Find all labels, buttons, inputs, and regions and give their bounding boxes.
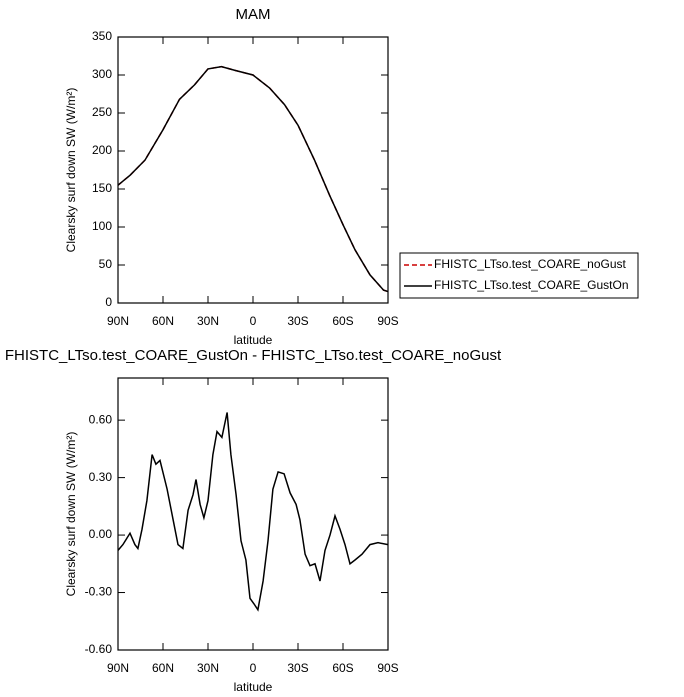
y-tick-label: 150 [92, 181, 112, 195]
x-tick-label: 60N [152, 314, 174, 328]
x-tick-label: 60S [332, 661, 353, 675]
y-tick-label: -0.30 [85, 585, 113, 599]
x-tick-label: 90S [377, 314, 398, 328]
series-line [117, 65, 389, 293]
y-tick-label: 0 [105, 295, 112, 309]
x-axis-label: latitude [234, 333, 273, 347]
x-tick-label: 90N [107, 314, 129, 328]
y-tick-label: 50 [99, 257, 113, 271]
x-tick-label: 30S [287, 661, 308, 675]
y-tick-label: -0.60 [85, 642, 113, 656]
y-axis-label: Clearsky surf down SW (W/m²) [64, 432, 78, 597]
y-axis-label: Clearsky surf down SW (W/m²) [64, 88, 78, 253]
chart-title: MAM [236, 6, 271, 23]
x-tick-label: 0 [250, 314, 257, 328]
x-tick-label: 90S [377, 661, 398, 675]
x-tick-label: 30N [197, 314, 219, 328]
series-line [117, 412, 389, 612]
x-tick-label: 30S [287, 314, 308, 328]
y-tick-label: 350 [92, 29, 112, 43]
y-tick-label: 0.60 [89, 412, 113, 426]
y-tick-label: 200 [92, 143, 112, 157]
x-tick-label: 60S [332, 314, 353, 328]
legend-label: FHISTC_LTso.test_COARE_noGust [434, 257, 627, 271]
legend-label: FHISTC_LTso.test_COARE_GustOn [434, 278, 629, 292]
x-tick-label: 0 [250, 661, 257, 675]
x-axis-label: latitude [234, 680, 273, 694]
plot-frame [117, 377, 389, 651]
y-tick-label: 0.00 [89, 527, 113, 541]
y-tick-label: 300 [92, 67, 112, 81]
series-line [117, 65, 389, 293]
legend-box [399, 252, 639, 299]
chart-title: FHISTC_LTso.test_COARE_GustOn - FHISTC_L… [5, 347, 502, 364]
plot-frame [117, 36, 389, 304]
x-tick-label: 60N [152, 661, 174, 675]
y-tick-label: 0.30 [89, 470, 113, 484]
x-tick-label: 90N [107, 661, 129, 675]
y-tick-label: 250 [92, 105, 112, 119]
y-tick-label: 100 [92, 219, 112, 233]
x-tick-label: 30N [197, 661, 219, 675]
